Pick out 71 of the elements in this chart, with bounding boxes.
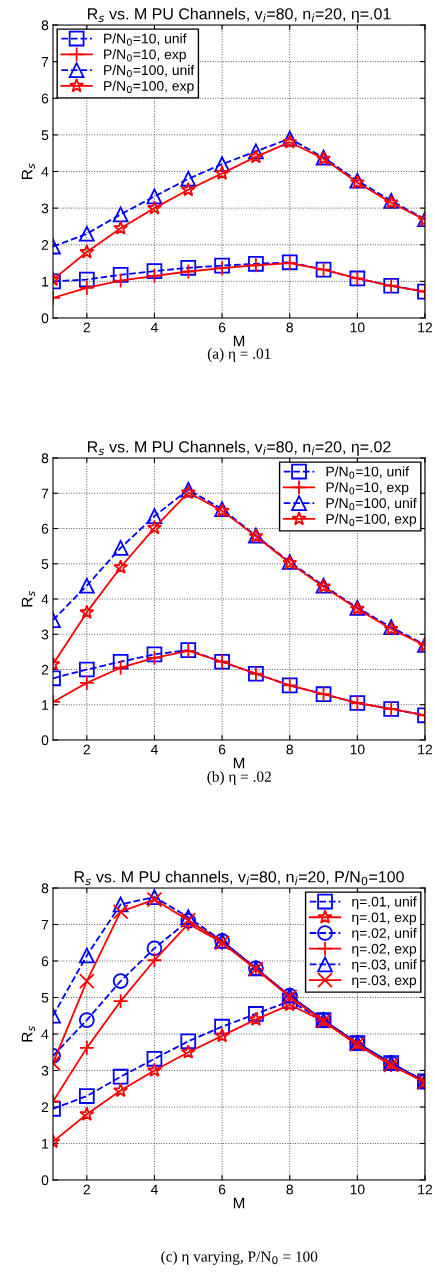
x-tick-label: 4 bbox=[150, 744, 158, 755]
y-tick-label: 8 bbox=[41, 20, 49, 31]
text: (a) η = .01 bbox=[207, 348, 271, 362]
legend-label: P/N$_{0}$=100, exp bbox=[326, 513, 417, 527]
legend-label: P/N$_{0}$=10, unif bbox=[326, 466, 409, 479]
y-tick-label: 1 bbox=[42, 1138, 49, 1149]
x-tick-label: 2 bbox=[83, 744, 90, 755]
y-tick-label: 6 bbox=[41, 523, 49, 534]
x-tick-label: 2 bbox=[83, 322, 90, 333]
y-tick-label: 8 bbox=[41, 453, 49, 464]
y-tick-label: 1 bbox=[42, 700, 49, 710]
x-axis-title: M bbox=[233, 757, 245, 769]
y-tick-label: 7 bbox=[41, 57, 49, 67]
legend-label: η=.03, exp bbox=[352, 975, 417, 988]
x-tick-label: 10 bbox=[350, 744, 365, 755]
legend-label: P/N$_{0}$=10, unif bbox=[104, 33, 187, 46]
x-tick-label: 12 bbox=[418, 1184, 433, 1195]
y-tick-label: 8 bbox=[41, 883, 49, 894]
x-axis-title: M bbox=[233, 335, 245, 347]
y-tick-label: 2 bbox=[41, 240, 49, 250]
x-tick-label: 8 bbox=[286, 744, 293, 755]
y-tick-label: 4 bbox=[41, 166, 49, 177]
y-axis-title: R$_{s}$ bbox=[21, 1026, 36, 1042]
x-axis-title: M bbox=[233, 1197, 245, 1209]
x-tick-label: 10 bbox=[350, 322, 365, 333]
y-tick-label: 4 bbox=[41, 1029, 49, 1040]
x-tick-label: 6 bbox=[218, 1184, 226, 1195]
chart-title: R$_{s}$ vs. M PU Channels, v$_{i}$=80, n$_{i}$=20, η=.02 bbox=[88, 440, 391, 456]
y-tick-label: 5 bbox=[41, 559, 49, 569]
legend-label: P/N$_{0}$=100, unif bbox=[104, 64, 195, 78]
y-tick-label: 2 bbox=[41, 1102, 49, 1113]
y-tick-label: 3 bbox=[41, 629, 49, 640]
x-tick-label: 8 bbox=[286, 1184, 293, 1195]
legend-label: P/N$_{0}$=100, exp bbox=[104, 80, 194, 94]
y-tick-label: 6 bbox=[41, 93, 49, 104]
x-tick-label: 6 bbox=[218, 744, 226, 755]
y-tick-label: 7 bbox=[41, 488, 49, 499]
x-tick-label: 6 bbox=[218, 322, 226, 333]
y-tick-label: 6 bbox=[41, 956, 49, 967]
y-tick-label: 5 bbox=[41, 130, 49, 141]
legend-label: η=.03, unif bbox=[352, 959, 417, 973]
y-axis-title: R$_{s}$ bbox=[21, 163, 36, 179]
x-tick-label: 2 bbox=[83, 1184, 90, 1195]
y-tick-label: 5 bbox=[41, 992, 49, 1003]
legend-label: P/N$_{0}$=10, exp bbox=[326, 482, 409, 496]
x-tick-label: 4 bbox=[150, 1184, 158, 1195]
y-tick-label: 4 bbox=[41, 594, 49, 605]
y-tick-label: 2 bbox=[41, 664, 49, 675]
x-tick-label: 8 bbox=[286, 322, 293, 333]
y-tick-label: 0 bbox=[41, 735, 49, 746]
y-tick-label: 3 bbox=[41, 1065, 49, 1076]
y-tick-label: 3 bbox=[41, 203, 49, 214]
y-tick-label: 7 bbox=[41, 919, 49, 930]
y-tick-label: 0 bbox=[41, 313, 49, 324]
text: (c) η varying, P/N$_{0}$ = 100 bbox=[161, 1250, 318, 1265]
x-tick-label: 12 bbox=[418, 744, 433, 755]
y-tick-label: 0 bbox=[41, 1175, 49, 1186]
chart-title: R$_{s}$ vs. M PU Channels, v$_{i}$=80, n$_{i}$=20, η=.01 bbox=[88, 7, 391, 23]
legend-label: η=.01, unif bbox=[352, 896, 417, 910]
chart-title: R$_{s}$ vs. M PU channels, v$_{i}$=80, n$_{i}$=20, P/N$_{0}$=100 bbox=[74, 870, 404, 886]
x-tick-label: 12 bbox=[418, 322, 433, 333]
y-tick-label: 1 bbox=[42, 276, 49, 287]
legend-label: P/N$_{0}$=10, exp bbox=[104, 49, 186, 63]
text: (b) η = .02 bbox=[207, 771, 271, 785]
x-tick-label: 4 bbox=[150, 322, 158, 333]
x-tick-label: 10 bbox=[350, 1184, 365, 1195]
legend-label: η=.02, unif bbox=[352, 927, 417, 941]
legend-label: η=.01, exp bbox=[352, 912, 417, 926]
legend-label: η=.02, exp bbox=[352, 943, 417, 957]
legend-label: P/N$_{0}$=100, unif bbox=[326, 497, 417, 511]
y-axis-title: R$_{s}$ bbox=[21, 591, 36, 607]
